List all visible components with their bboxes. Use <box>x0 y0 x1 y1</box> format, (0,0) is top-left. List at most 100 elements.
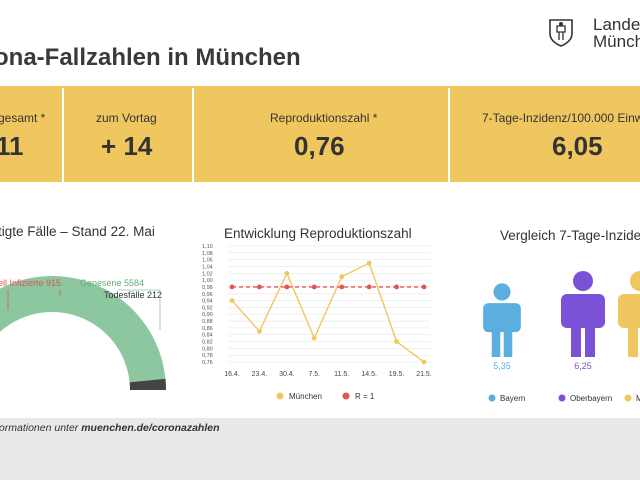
series-point-1 <box>257 284 262 290</box>
kpi-separator <box>448 88 450 182</box>
legend-label-0: München <box>289 392 322 401</box>
kpi-r-value: 0,76 <box>294 131 345 161</box>
series-line-0 <box>231 262 425 363</box>
y-tick-label: 1,00 <box>202 278 213 284</box>
incidence-figures: 5,35 Bayern 6,25 Oberbayern Mün <box>483 271 640 403</box>
donut-slice-2 <box>129 378 166 390</box>
figure-legend-label: Mün <box>636 394 640 403</box>
logo-line2: Münch <box>593 32 640 51</box>
x-tick-label: 11.5. <box>334 371 349 378</box>
donut-label-1: Genesene 5584 <box>80 278 144 288</box>
person-body <box>561 294 605 328</box>
y-tick-label: 0,76 <box>202 360 213 366</box>
series-point-1 <box>339 284 345 290</box>
series-point-1 <box>421 284 427 290</box>
person-figure-1 <box>561 271 605 357</box>
figure-legend-marker <box>624 394 632 402</box>
y-tick-label: 0,78 <box>202 353 213 359</box>
y-tick-label: 0,82 <box>202 340 213 346</box>
series-point-0 <box>394 339 399 344</box>
series-point-0 <box>339 274 345 280</box>
person-head <box>630 271 640 291</box>
y-tick-label: 1,08 <box>202 251 213 257</box>
person-body <box>483 303 521 333</box>
person-figure-0 <box>483 283 521 357</box>
footer-info: formationen unter muenchen.de/coronazahl… <box>0 422 220 434</box>
y-tick-label: 1,10 <box>202 244 213 250</box>
kpi-separator <box>62 88 64 182</box>
line-chart: 1,101,081,061,041,021,000,980,960,940,92… <box>202 244 432 401</box>
y-tick-label: 0,90 <box>202 312 213 318</box>
donut-label-0: ell Infizierte 915 <box>0 278 61 288</box>
donut-label-2: Todesfälle 212 <box>104 290 162 300</box>
series-point-0 <box>421 359 427 365</box>
person-head <box>493 283 511 301</box>
series-point-1 <box>284 284 290 290</box>
x-tick-label: 19.5. <box>389 371 405 378</box>
kpi-total-label: gesamt * <box>0 111 46 125</box>
series-point-0 <box>284 270 290 276</box>
person-leg <box>628 326 638 357</box>
donut-title: tigte Fälle – Stand 22. Mai <box>0 224 155 239</box>
x-tick-label: 23.4. <box>252 371 268 378</box>
x-tick-label: 14.5. <box>361 371 377 378</box>
legend-marker-0 <box>276 392 284 400</box>
y-tick-label: 0,84 <box>202 333 213 339</box>
person-leg <box>585 326 595 357</box>
figure-legend-marker <box>558 394 566 402</box>
city-crest-logo <box>549 19 573 47</box>
kpi-r-label: Reproduktionszahl * <box>270 111 378 125</box>
figure-value-label: 5,35 <box>493 361 511 371</box>
series-point-1 <box>311 284 317 290</box>
legend-label-1: R = 1 <box>355 392 375 401</box>
series-point-1 <box>394 284 399 290</box>
kpi-incidence-value: 6,05 <box>552 131 603 161</box>
person-leg <box>491 330 501 357</box>
footer-band <box>0 418 640 480</box>
footer-link[interactable]: muenchen.de/coronazahlen <box>81 422 220 434</box>
y-tick-label: 1,06 <box>202 258 213 264</box>
x-tick-label: 30.4. <box>279 371 295 378</box>
figure-legend-label: Oberbayern <box>570 394 612 403</box>
person-leg <box>503 330 513 357</box>
x-tick-label: 7.5. <box>308 371 320 378</box>
person-head <box>573 271 593 291</box>
series-point-0 <box>257 328 262 334</box>
incidence-title: Vergleich 7-Tage-Inzide <box>500 228 640 243</box>
series-point-1 <box>229 284 235 290</box>
kpi-change-label: zum Vortag <box>96 111 157 125</box>
line-chart-title: Entwicklung Reproduktionszahl <box>224 226 412 241</box>
kpi-change-value: + 14 <box>101 131 153 161</box>
y-tick-label: 0,94 <box>202 299 213 305</box>
logo-text: Landes Münch <box>593 16 640 50</box>
kpi-incidence-label: 7-Tage-Inzidenz/100.000 Einwo <box>482 111 640 125</box>
donut-leader-green <box>118 289 161 330</box>
donut-slice-1 <box>0 276 166 383</box>
legend-marker-1 <box>342 392 350 400</box>
series-point-0 <box>366 260 372 266</box>
kpi-strip <box>0 86 640 182</box>
figure-value-label: 6,25 <box>574 361 592 371</box>
logo-line1: Landes <box>593 15 640 34</box>
figure-legend-label: Bayern <box>500 394 525 403</box>
y-tick-label: 0,98 <box>202 285 213 291</box>
y-tick-label: 1,04 <box>202 264 213 270</box>
y-tick-label: 1,02 <box>202 271 213 277</box>
series-point-1 <box>366 284 372 290</box>
donut-chart: ell Infizierte 915 Genesene 5584 Todesfäll… <box>0 276 166 390</box>
series-point-0 <box>311 335 317 341</box>
person-body <box>618 294 640 328</box>
y-tick-label: 0,80 <box>202 346 213 352</box>
kpi-separator <box>192 88 194 182</box>
figure-legend-marker <box>488 394 496 402</box>
y-tick-label: 0,86 <box>202 326 213 332</box>
y-tick-label: 0,88 <box>202 319 213 325</box>
x-tick-label: 21.5. <box>416 371 432 378</box>
kpi-total-value: 11 <box>0 131 24 161</box>
y-tick-label: 0,96 <box>202 292 213 298</box>
x-tick-label: 16.4. <box>224 371 240 378</box>
y-tick-label: 0,92 <box>202 305 213 311</box>
series-point-0 <box>229 298 235 303</box>
person-figure-2 <box>618 271 640 357</box>
footer-prefix: formationen unter <box>0 422 82 434</box>
